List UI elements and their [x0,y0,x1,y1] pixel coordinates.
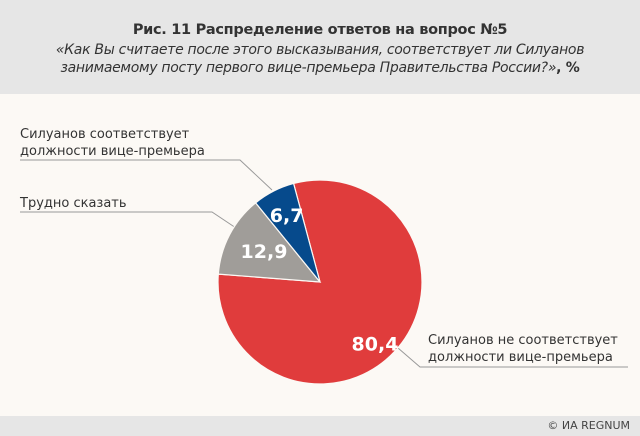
label-disagree-line1: Силуанов не соответствует [428,333,618,348]
leader-line-agree [20,159,273,191]
label-unsure-line1: Трудно сказать [20,196,127,211]
label-agree: Силуанов соответствует должности вице-пр… [20,126,205,160]
leader-line-unsure [20,211,237,229]
credit: © ИА REGNUM [547,419,630,432]
footer: © ИА REGNUM [0,416,640,436]
slice-unsure [217,202,322,283]
slice-unsure-value-label: 12,9 [241,241,288,263]
slice-disagree-value-label: 80,4 [352,334,399,356]
question-text: «Как Вы считаете после этого высказывани… [55,42,585,76]
unit-label: , % [556,60,580,76]
label-agree-line2: должности вице-премьера [20,144,205,159]
chart-title: Рис. 11 Распределение ответов на вопрос … [132,22,508,38]
label-agree-line1: Силуанов соответствует [20,127,190,142]
leader-line-disagree [397,347,628,368]
label-unsure: Трудно сказать [20,195,127,212]
label-disagree-line2: должности вице-премьера [428,350,613,365]
slice-agree [254,182,321,283]
header: Рис. 11 Распределение ответов на вопрос … [0,0,640,94]
slice-agree-value-label: 6,7 [270,205,304,227]
label-disagree: Силуанов не соответствует должности вице… [428,332,618,366]
chart-subtitle: «Как Вы считаете после этого высказывани… [20,41,620,77]
